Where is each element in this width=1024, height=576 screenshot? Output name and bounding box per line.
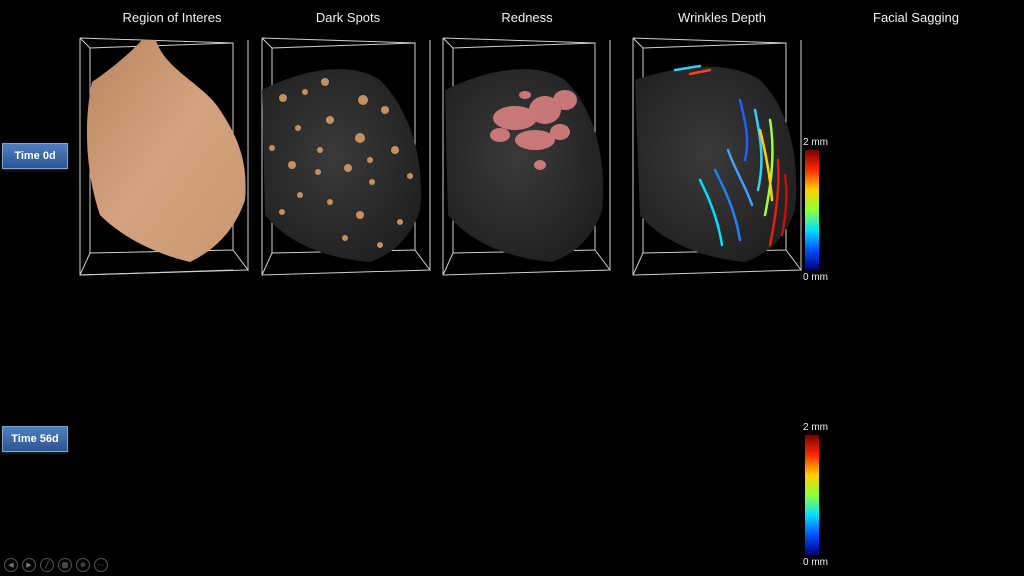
row-label-time-0d[interactable]: Time 0d xyxy=(2,143,68,169)
panel-region-0d xyxy=(79,37,249,276)
pen-icon[interactable]: ╱ xyxy=(40,558,54,572)
colorbar-max-label-56d: 2 mm xyxy=(803,422,828,433)
skin-surface-0d xyxy=(86,40,246,262)
slideshow-toolbar: ◀ ▶ ╱ ▦ ⊕ ⋯ xyxy=(4,558,108,572)
panel-redness-0d xyxy=(442,37,611,276)
column-title-dark-spots: Dark Spots xyxy=(315,10,381,25)
more-icon[interactable]: ⋯ xyxy=(94,558,108,572)
panel-wrinkles-0d xyxy=(632,37,802,276)
prev-icon[interactable]: ◀ xyxy=(4,558,18,572)
column-title-region: Region of Interes xyxy=(122,10,222,25)
row-label-time-56d[interactable]: Time 56d xyxy=(2,426,68,452)
zoom-icon[interactable]: ⊕ xyxy=(76,558,90,572)
colorbar-max-label-0d: 2 mm xyxy=(803,137,828,148)
column-title-wrinkles: Wrinkles Depth xyxy=(678,10,766,25)
panel-dark-spots-0d xyxy=(261,37,431,276)
colorbar-min-label-0d: 0 mm xyxy=(803,272,828,283)
next-icon[interactable]: ▶ xyxy=(22,558,36,572)
column-title-sagging: Facial Sagging xyxy=(873,10,959,25)
slides-icon[interactable]: ▦ xyxy=(58,558,72,572)
depth-colorbar-0d xyxy=(805,150,819,270)
depth-colorbar-56d xyxy=(805,435,819,555)
column-title-redness: Redness xyxy=(501,10,553,25)
colorbar-min-label-56d: 0 mm xyxy=(803,557,828,568)
